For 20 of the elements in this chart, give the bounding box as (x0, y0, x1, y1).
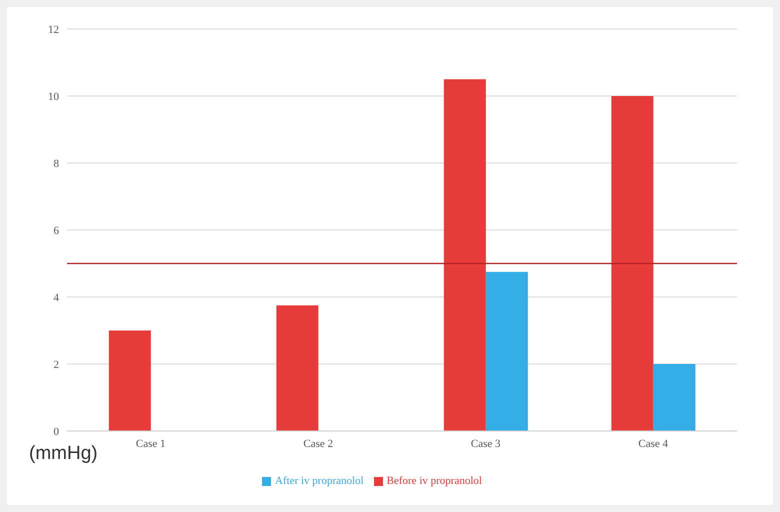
x-tick-label: Case 2 (303, 438, 334, 450)
y-tick-label: 8 (54, 158, 60, 170)
y-tick-label: 6 (54, 224, 60, 237)
x-tick-label: Case 3 (470, 438, 502, 450)
bar (611, 96, 654, 431)
y-tick-label: 0 (54, 426, 60, 438)
legend-label: After iv propranolol (275, 475, 364, 487)
y-axis-title: (mmHg) (29, 443, 98, 465)
bar (653, 364, 696, 431)
x-tick-label: Case 1 (136, 438, 166, 450)
x-tick-label: Case 4 (638, 438, 669, 450)
y-tick-label: 2 (54, 358, 59, 371)
bar (108, 330, 151, 431)
y-tick-label: 4 (54, 292, 60, 304)
y-tick-label: 12 (48, 24, 59, 36)
legend-label: Before iv propranolol (386, 475, 482, 487)
bar (444, 79, 486, 431)
bar (276, 305, 318, 431)
bar (486, 272, 528, 431)
y-tick-label: 10 (48, 90, 60, 103)
